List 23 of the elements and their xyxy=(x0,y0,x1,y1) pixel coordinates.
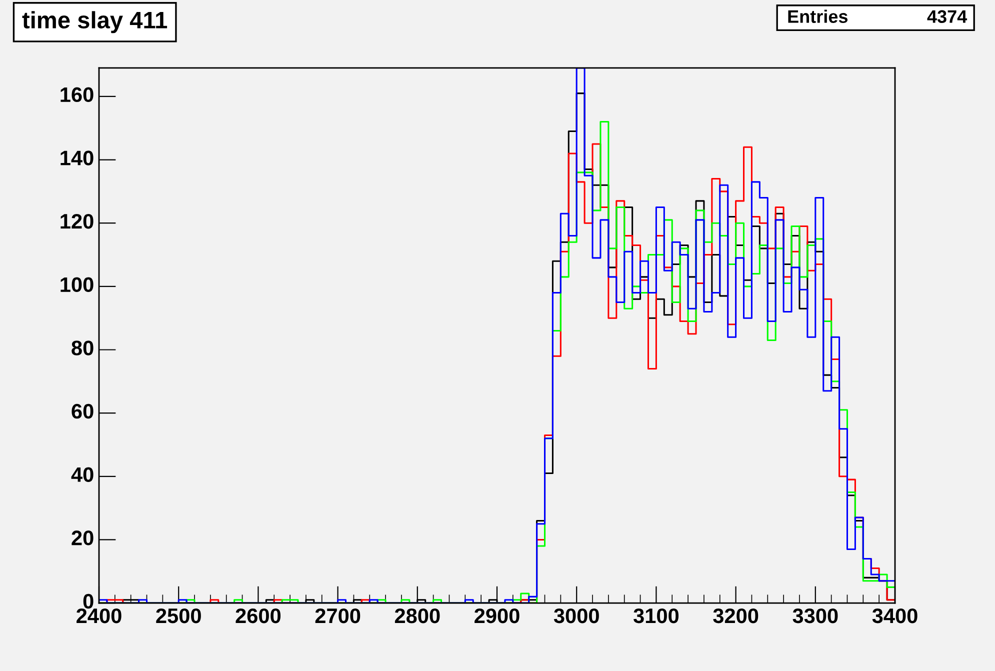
x-tick-label: 2400 xyxy=(76,608,122,624)
y-tick-label: 0 xyxy=(83,594,94,609)
text: Entries xyxy=(788,10,848,23)
y-tick-label: 80 xyxy=(72,340,94,356)
y-tick-label: 160 xyxy=(60,87,94,102)
y-tick-label: 120 xyxy=(60,214,94,229)
x-tick-label: 3300 xyxy=(792,608,838,624)
x-tick-label: 3200 xyxy=(713,608,758,624)
x-tick-label: 2600 xyxy=(236,608,281,624)
y-tick-label: 60 xyxy=(72,404,94,419)
x-tick-label: 2900 xyxy=(474,608,520,624)
chart-title: time slay 411 xyxy=(22,11,168,34)
y-tick-label: 20 xyxy=(72,530,94,546)
y-tick-label: 40 xyxy=(71,467,94,482)
y-tick-label: 140 xyxy=(60,150,94,166)
x-tick-label: 2800 xyxy=(394,608,440,624)
x-tick-label: 3400 xyxy=(872,608,918,624)
x-tick-label: 2500 xyxy=(156,608,201,624)
x-tick-label: 3100 xyxy=(634,608,679,624)
text: 4374 xyxy=(927,10,968,23)
x-tick-label: 3000 xyxy=(554,608,599,624)
y-tick-label: 100 xyxy=(60,277,94,292)
x-tick-label: 2700 xyxy=(315,608,360,624)
